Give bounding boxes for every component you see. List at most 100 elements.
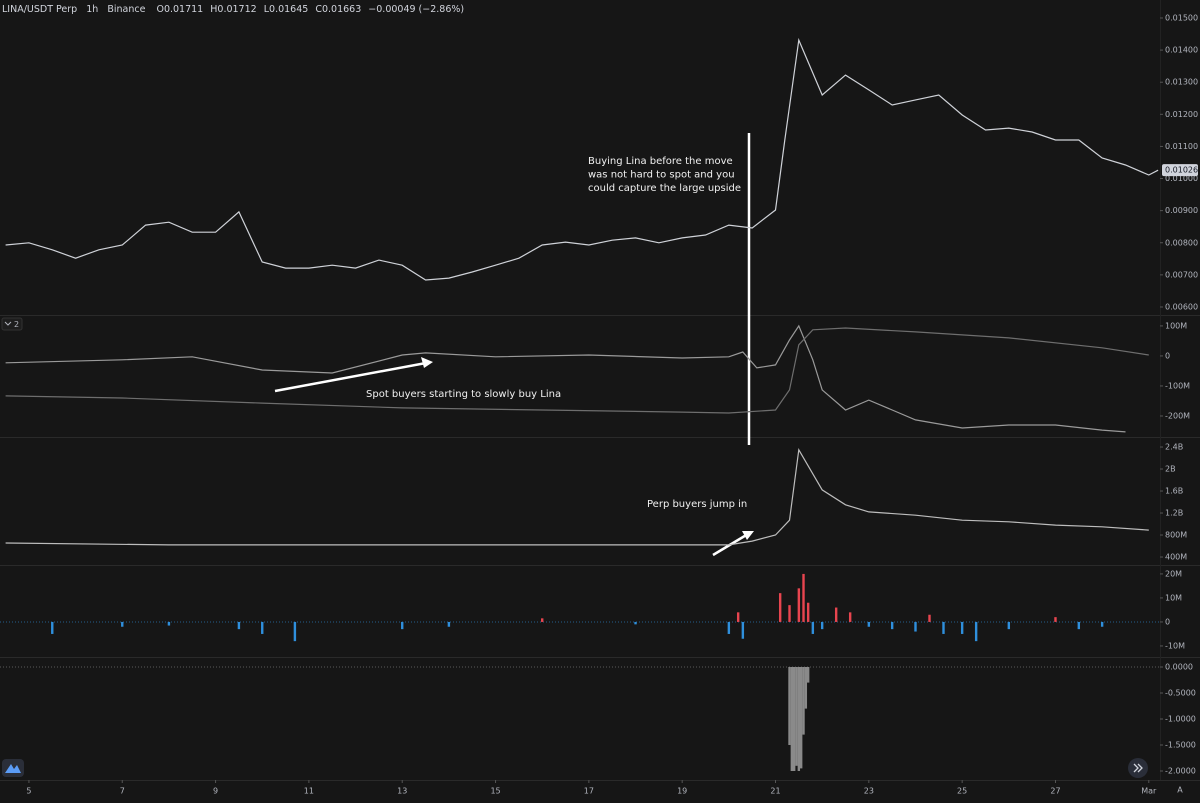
bar [741, 621, 745, 639]
bar [1100, 621, 1104, 627]
y-tick-label: -0.5000 [1165, 688, 1196, 697]
bar [974, 621, 978, 642]
x-tick-label: 7 [120, 787, 125, 796]
y-tick-label: 0.01500 [1165, 13, 1198, 22]
annotation: could capture the large upside [588, 183, 741, 194]
y-tick-label: 1.2B [1165, 509, 1183, 518]
bar [834, 607, 838, 622]
pane-toggle[interactable] [1, 317, 23, 331]
y-tick-label: 400M [1165, 553, 1187, 562]
bar [799, 666, 803, 769]
series-line [5, 447, 1149, 546]
y-tick-label: -1.5000 [1165, 741, 1196, 750]
y-tick-label: 2B [1165, 465, 1176, 474]
chevron-icon [4, 321, 12, 326]
bar [167, 621, 171, 626]
bar [788, 666, 791, 746]
bar [634, 621, 637, 625]
bar [806, 666, 810, 683]
scroll-button[interactable] [1128, 758, 1148, 778]
x-tick-label: 11 [304, 787, 314, 796]
bar [914, 621, 917, 632]
bar [820, 621, 824, 630]
x-tick-label: 5 [26, 787, 31, 796]
bar [890, 621, 894, 630]
y-tick-label: 0.01100 [1165, 142, 1198, 151]
y-tick-label: 0.01300 [1165, 78, 1198, 87]
arrow-head [421, 357, 433, 368]
x-tick-label: 9 [213, 787, 218, 796]
x-tick-label: 19 [677, 787, 687, 796]
bar [1007, 621, 1011, 630]
series-line [5, 324, 1126, 433]
bar [848, 612, 852, 622]
annotation: Buying Lina before the move [588, 156, 733, 167]
bar [788, 605, 791, 622]
y-tick-label: -1.0000 [1165, 715, 1196, 724]
bar [447, 621, 451, 627]
bar [121, 621, 124, 627]
bar [804, 666, 808, 709]
bar [806, 602, 810, 622]
y-tick-label: 0 [1165, 351, 1170, 360]
bar [401, 621, 404, 630]
exchange: Binance [107, 4, 145, 15]
annotation: Spot buyers starting to slowly buy Lina [366, 389, 561, 400]
y-tick-label: 800M [1165, 531, 1187, 540]
y-tick-label: -200M [1165, 411, 1190, 420]
last-value-tag [1162, 164, 1198, 177]
bar [237, 621, 241, 630]
scroll-icon [1133, 763, 1143, 773]
arrow-head [742, 531, 754, 540]
y-tick-label: 0.00600 [1165, 302, 1198, 311]
bar [811, 621, 815, 634]
interval: 1h [86, 4, 98, 15]
x-tick-label: 13 [397, 787, 407, 796]
y-tick-label: 20M [1165, 569, 1182, 578]
y-tick-label: 0.01200 [1165, 110, 1198, 119]
x-tick-label: 27 [1050, 787, 1060, 796]
bar [51, 621, 54, 634]
y-tick-label: 0.00700 [1165, 270, 1198, 279]
annotation: was not hard to spot and you [588, 170, 735, 181]
bar [790, 666, 794, 772]
y-tick-label: -10M [1165, 641, 1185, 650]
x-tick-label: 17 [584, 787, 594, 796]
bar [1077, 621, 1081, 630]
y-tick-label: 10M [1165, 593, 1182, 602]
y-tick-label: 100M [1165, 321, 1187, 330]
y-tick-label: 0.00800 [1165, 238, 1198, 247]
y-tick-label: 0.01000 [1165, 174, 1198, 183]
bar [802, 666, 805, 735]
last-value-label: 0.01026 [1165, 166, 1198, 175]
x-tick-label: 23 [864, 787, 874, 796]
annotation-arrow [274, 361, 427, 393]
x-tick-label: Mar [1141, 787, 1157, 796]
x-tick-label: 15 [490, 787, 500, 796]
series-line [5, 327, 1149, 414]
x-tick-label: 25 [957, 787, 967, 796]
bar [928, 614, 931, 622]
logo[interactable] [2, 759, 24, 777]
symbol-header: LINA/USDT Perp 1h Binance O0.01711 H0.01… [2, 4, 464, 15]
bar [261, 621, 264, 634]
y-tick-label: 0 [1165, 617, 1170, 626]
bar [942, 621, 945, 634]
series-line [5, 37, 1159, 281]
bar [792, 666, 796, 772]
logo-icon [5, 764, 21, 773]
ohlc-low: L0.01645 [264, 4, 309, 15]
bar [867, 621, 871, 627]
bar [802, 573, 805, 622]
bar [797, 666, 801, 772]
bar [1054, 617, 1057, 622]
bar [797, 588, 801, 622]
ohlc-open: O0.01711 [156, 4, 203, 15]
annotation: Perp buyers jump in [647, 499, 747, 510]
bar [293, 621, 297, 642]
ohlc-close: C0.01663 [315, 4, 361, 15]
x-tick-label: 21 [770, 787, 780, 796]
auto-scale-button[interactable]: A [1177, 786, 1183, 795]
